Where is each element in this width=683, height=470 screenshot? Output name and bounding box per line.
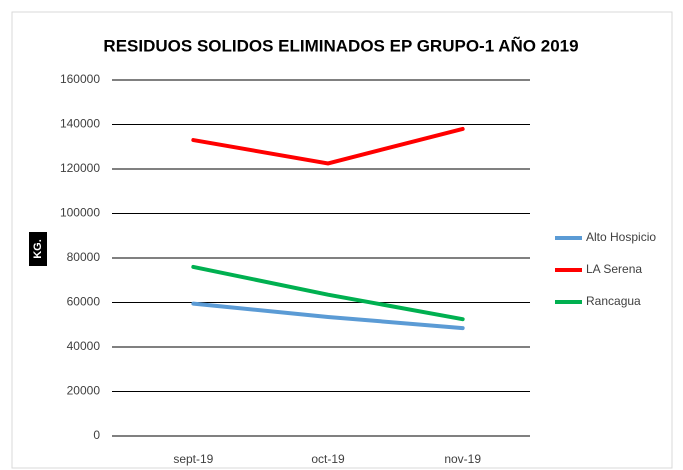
x-tick-label: nov-19 xyxy=(444,452,481,466)
series-line xyxy=(191,126,465,166)
legend-label: Rancagua xyxy=(586,294,641,308)
y-tick-label: 80000 xyxy=(67,250,101,264)
series-line xyxy=(191,264,465,322)
y-label-box xyxy=(29,232,47,266)
y-tick-label: 60000 xyxy=(67,295,101,309)
x-tick-label: sept-19 xyxy=(173,452,213,466)
y-tick-label: 140000 xyxy=(60,117,100,131)
legend-label: Alto Hospicio xyxy=(586,230,656,244)
series-line xyxy=(191,301,465,331)
x-tick-label: oct-19 xyxy=(311,452,345,466)
y-tick-label: 0 xyxy=(93,428,100,442)
y-tick-label: 120000 xyxy=(60,161,100,175)
y-axis-label: KG. xyxy=(32,239,44,259)
y-tick-label: 20000 xyxy=(67,384,101,398)
y-tick-label: 40000 xyxy=(67,339,101,353)
chart-title: RESIDUOS SOLIDOS ELIMINADOS EP GRUPO-1 A… xyxy=(103,35,578,55)
legend-label: LA Serena xyxy=(586,262,642,276)
y-tick-label: 160000 xyxy=(60,72,100,86)
y-tick-label: 100000 xyxy=(60,206,100,220)
